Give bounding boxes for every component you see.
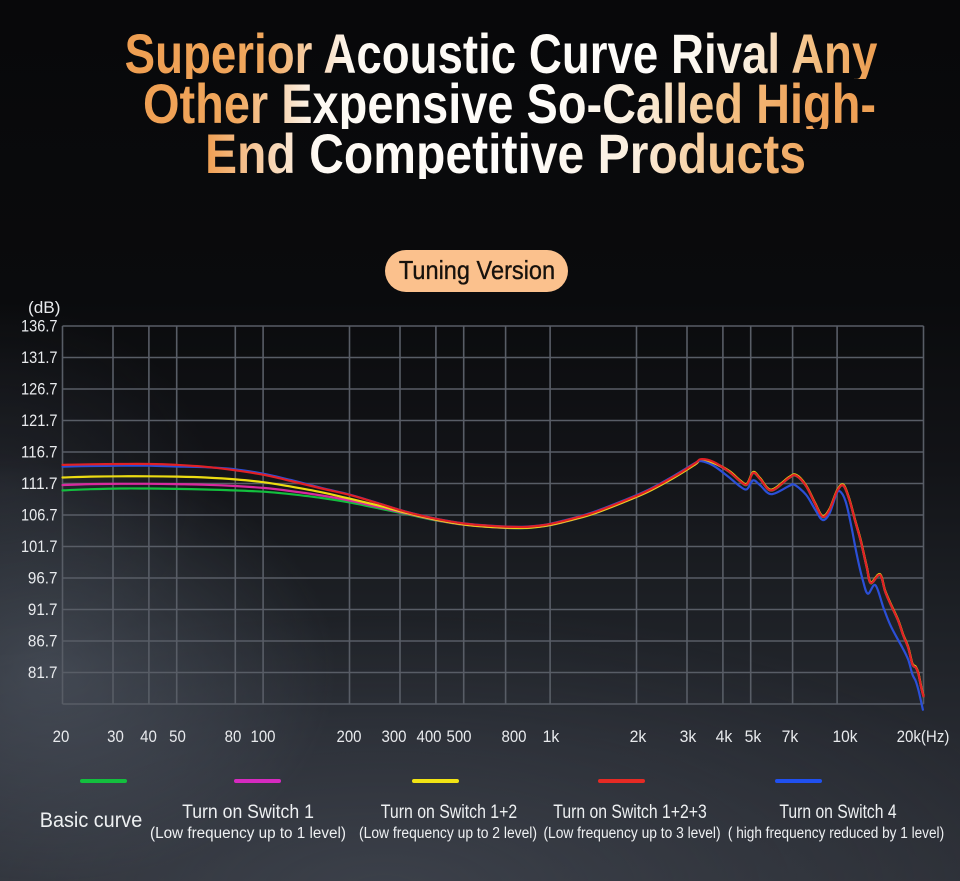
- svg-text:3k: 3k: [680, 728, 697, 746]
- svg-text:116.7: 116.7: [21, 444, 58, 462]
- svg-text:126.7: 126.7: [21, 381, 58, 399]
- svg-text:121.7: 121.7: [21, 412, 58, 430]
- svg-text:800: 800: [502, 728, 527, 746]
- svg-text:80: 80: [225, 728, 242, 746]
- svg-text:400: 400: [417, 728, 442, 746]
- svg-text:111.7: 111.7: [21, 475, 58, 493]
- svg-text:50: 50: [169, 728, 186, 746]
- svg-text:500: 500: [447, 728, 472, 746]
- svg-text:200: 200: [337, 728, 362, 746]
- svg-text:86.7: 86.7: [28, 633, 58, 651]
- svg-text:81.7: 81.7: [28, 664, 58, 682]
- svg-text:131.7: 131.7: [21, 349, 58, 367]
- svg-text:100: 100: [251, 728, 276, 746]
- svg-text:20k(Hz): 20k(Hz): [897, 728, 950, 746]
- svg-text:101.7: 101.7: [21, 538, 58, 556]
- svg-text:40: 40: [140, 728, 157, 746]
- svg-text:106.7: 106.7: [21, 507, 58, 525]
- svg-text:20: 20: [53, 728, 70, 746]
- svg-text:2k: 2k: [630, 728, 647, 746]
- svg-text:4k: 4k: [716, 728, 733, 746]
- svg-text:30: 30: [107, 728, 124, 746]
- svg-text:136.7: 136.7: [21, 318, 58, 336]
- svg-text:10k: 10k: [833, 728, 859, 746]
- svg-text:91.7: 91.7: [28, 601, 58, 619]
- svg-text:5k: 5k: [745, 728, 762, 746]
- svg-text:(dB): (dB): [28, 298, 61, 317]
- svg-text:7k: 7k: [782, 728, 799, 746]
- svg-text:300: 300: [382, 728, 407, 746]
- svg-text:96.7: 96.7: [28, 570, 58, 588]
- svg-text:1k: 1k: [543, 728, 560, 746]
